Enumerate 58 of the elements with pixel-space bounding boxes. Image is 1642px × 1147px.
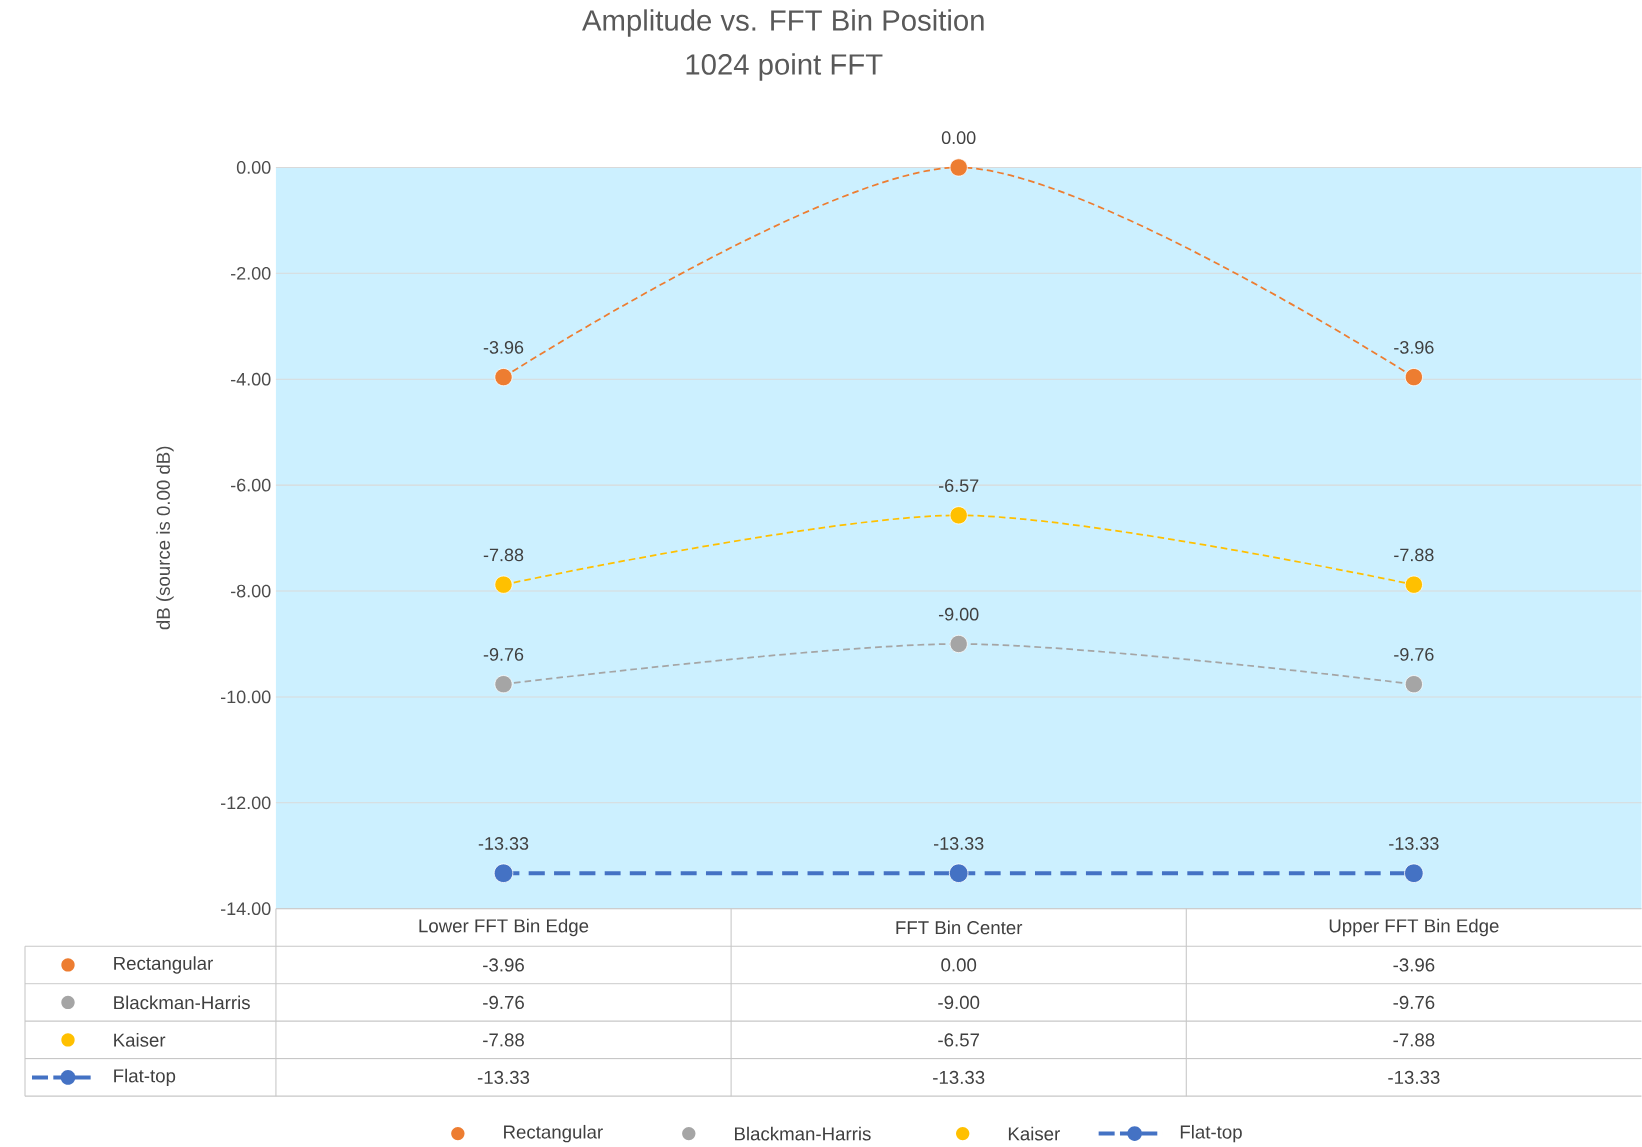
x-tick-label: FFT Bin Center — [896, 920, 1023, 935]
data-label: -6.57 — [938, 1033, 980, 1047]
y-tick-label: -10.00 — [220, 690, 271, 704]
data-label: -13.33 — [477, 1070, 530, 1085]
data-label: 0.00 — [941, 958, 977, 972]
legend-label: Rectangular — [114, 956, 213, 974]
point — [1404, 863, 1424, 884]
point — [494, 675, 513, 694]
data-label: -9.00 — [938, 995, 980, 1010]
x-tick-label: Lower FFT Bin Edge — [419, 918, 589, 937]
text: -13.33 — [933, 837, 984, 850]
chart-title: Amplitude vs. FFT Bin Position — [582, 9, 984, 37]
point — [494, 575, 513, 594]
data-label: -3.96 — [483, 958, 524, 972]
data-label: -7.88 — [1393, 1033, 1435, 1047]
text: -3.96 — [1394, 341, 1434, 354]
text: Kaiser — [114, 1033, 166, 1047]
data-label: -7.88 — [483, 1033, 524, 1047]
text: -9.00 — [938, 607, 979, 621]
point — [949, 158, 968, 177]
text: -7.88 — [483, 548, 524, 562]
data-label: -9.76 — [1393, 995, 1435, 1010]
chart-subtitle: 1024 point FFT — [686, 53, 883, 81]
y-tick-label: -2.00 — [230, 267, 271, 280]
text: Flat-top — [114, 1068, 176, 1087]
text: 0.00 — [941, 131, 976, 145]
y-tick-label: -4.00 — [230, 372, 271, 386]
y-tick-label: -6.00 — [230, 478, 271, 492]
text: Blackman-Harris — [735, 1126, 871, 1141]
x-tick-label: Upper FFT Bin Edge — [1329, 918, 1499, 937]
legend-label: Flat-top — [1180, 1125, 1242, 1143]
data-label: -9.76 — [483, 995, 524, 1010]
y-tick-label: -12.00 — [220, 796, 271, 810]
data-label: -13.33 — [933, 1070, 985, 1085]
text: Rectangular — [504, 1125, 603, 1143]
point — [1404, 675, 1423, 694]
point — [493, 863, 514, 884]
text: -6.57 — [938, 479, 979, 493]
point — [494, 368, 513, 387]
point — [949, 506, 968, 525]
text: -9.76 — [483, 648, 524, 661]
legend-label: Kaiser — [1008, 1126, 1060, 1141]
y-axis-title: dB (source is 0.00 dB) — [156, 446, 174, 630]
data-label: -13.33 — [1388, 1070, 1440, 1085]
point — [1404, 368, 1423, 387]
point — [949, 635, 968, 654]
point — [1404, 575, 1423, 594]
y-tick-label: -8.00 — [230, 584, 271, 598]
y-tick-label: -14.00 — [220, 902, 271, 916]
text: -3.96 — [483, 341, 524, 354]
text: -7.88 — [1394, 548, 1434, 562]
text: -9.76 — [1394, 648, 1434, 661]
text: -13.33 — [1389, 837, 1439, 850]
data-label: -3.96 — [1393, 958, 1435, 972]
point — [948, 863, 969, 884]
y-tick-label: 0.00 — [236, 161, 271, 174]
text: -13.33 — [478, 837, 529, 850]
legend-label: Blackman-Harris — [114, 995, 250, 1010]
